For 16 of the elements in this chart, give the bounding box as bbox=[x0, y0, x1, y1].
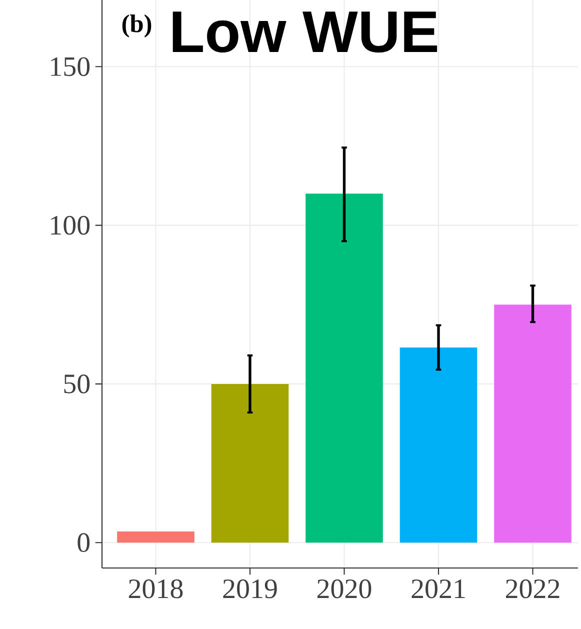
y-tick-label: 50 bbox=[64, 374, 90, 394]
chart-title: Low WUE bbox=[172, 12, 438, 53]
annotation: (b) bbox=[122, 14, 152, 38]
x-tick-label: 2019 bbox=[223, 579, 277, 598]
x-tick-label: 2021 bbox=[412, 579, 465, 598]
y-tick-label: 0 bbox=[78, 533, 90, 552]
bar bbox=[211, 384, 289, 543]
x-tick-label: 2018 bbox=[128, 579, 183, 598]
bar bbox=[494, 304, 572, 543]
x-tick-label: 2020 bbox=[317, 579, 372, 598]
bar bbox=[400, 347, 478, 543]
y-tick-label: 150 bbox=[51, 57, 90, 76]
y-tick-label: 100 bbox=[51, 216, 90, 235]
x-tick-label: 2022 bbox=[506, 579, 560, 598]
bar bbox=[117, 532, 194, 543]
bar bbox=[306, 194, 383, 543]
